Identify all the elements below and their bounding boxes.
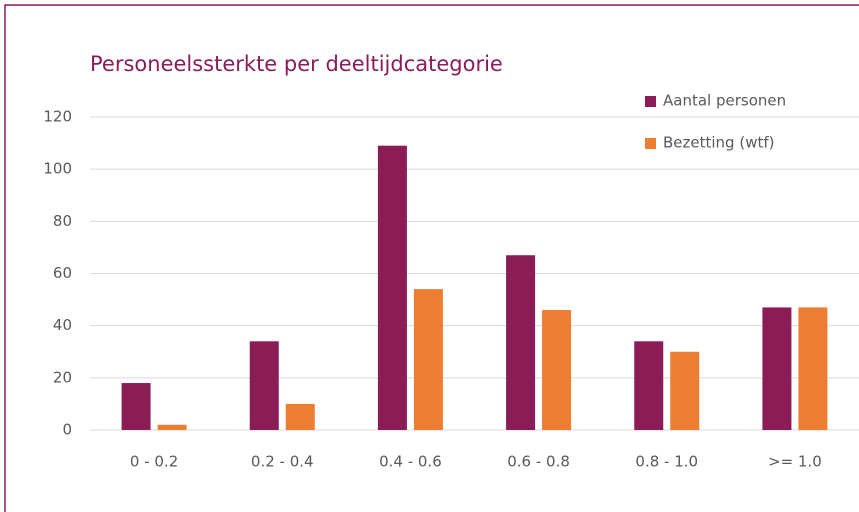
y-tick-label: 0 (62, 421, 72, 439)
bar (121, 383, 151, 430)
y-tick-label: 100 (43, 160, 72, 178)
bar (506, 255, 536, 430)
x-tick-label: >= 1.0 (768, 453, 822, 471)
bar (377, 145, 407, 431)
bar (249, 341, 279, 430)
x-tick-label: 0.6 - 0.8 (507, 453, 570, 471)
x-tick-label: 0.4 - 0.6 (379, 453, 442, 471)
bar (157, 424, 187, 430)
bar (285, 403, 315, 430)
bar (413, 289, 443, 430)
chart-frame (4, 4, 859, 512)
y-tick-label: 80 (53, 212, 72, 230)
x-tick-label: 0.8 - 1.0 (635, 453, 698, 471)
y-tick-label: 60 (53, 264, 72, 282)
y-tick-label: 40 (53, 316, 72, 334)
bar (634, 341, 664, 430)
legend-label: Bezetting (wtf) (663, 134, 774, 152)
bar (798, 307, 828, 430)
legend-swatch (645, 138, 656, 149)
x-tick-label: 0 - 0.2 (130, 453, 178, 471)
x-tick-label: 0.2 - 0.4 (251, 453, 314, 471)
legend-label: Aantal personen (663, 92, 786, 110)
bar (542, 310, 572, 430)
legend-swatch (645, 96, 656, 107)
bar (670, 351, 700, 430)
bar (762, 307, 792, 430)
y-tick-label: 120 (43, 108, 72, 126)
y-tick-label: 20 (53, 368, 72, 386)
chart-title: Personeelssterkte per deeltijdcategorie (90, 52, 503, 76)
